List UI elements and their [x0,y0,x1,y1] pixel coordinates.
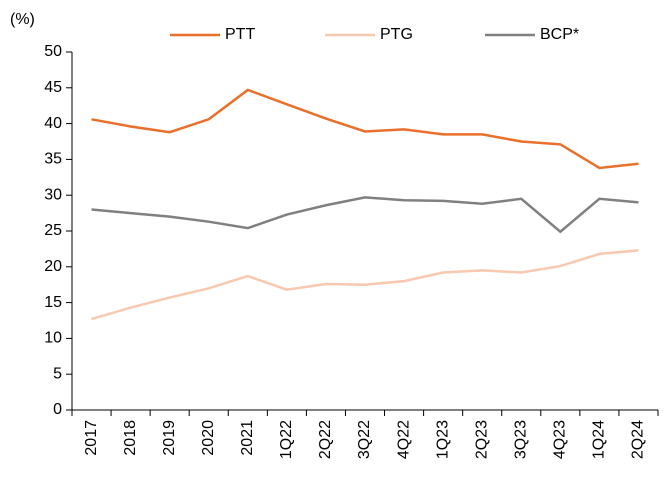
series-line [91,196,639,234]
y-tick-label: 20 [44,258,62,275]
x-tick-label: 1Q24 [591,420,608,459]
x-tick-label: 2Q24 [630,420,647,459]
x-tick-label: 2017 [83,420,100,456]
x-tick-label: 2Q23 [473,420,490,459]
y-tick-label: 45 [44,79,62,96]
x-tick-label: 2021 [239,420,256,456]
legend-label: PTG [380,26,413,43]
x-tick-label: 4Q22 [395,420,412,459]
y-tick-label: 40 [44,115,62,132]
y-tick-label: 25 [44,222,62,239]
y-tick-label: 15 [44,294,62,311]
x-tick-label: 1Q23 [434,420,451,459]
y-tick-label: 50 [44,43,62,60]
legend-label: PTT [225,26,255,43]
x-tick-label: 2020 [200,420,217,456]
y-tick-label: 5 [53,365,62,382]
x-tick-label: 2018 [122,420,139,456]
x-tick-label: 3Q22 [356,420,373,459]
x-tick-label: 4Q23 [552,420,569,459]
x-tick-label: 1Q22 [278,420,295,459]
x-tick-label: 3Q23 [512,420,529,459]
y-tick-label: 30 [44,186,62,203]
y-axis-label: (%) [10,11,35,28]
y-tick-label: 10 [44,330,62,347]
y-tick-label: 35 [44,151,62,168]
series-line [91,88,639,170]
x-tick-label: 2019 [161,420,178,456]
y-tick-label: 0 [53,401,62,418]
legend-label: BCP* [540,26,579,43]
series-line [91,249,639,321]
x-tick-label: 2Q22 [317,420,334,459]
